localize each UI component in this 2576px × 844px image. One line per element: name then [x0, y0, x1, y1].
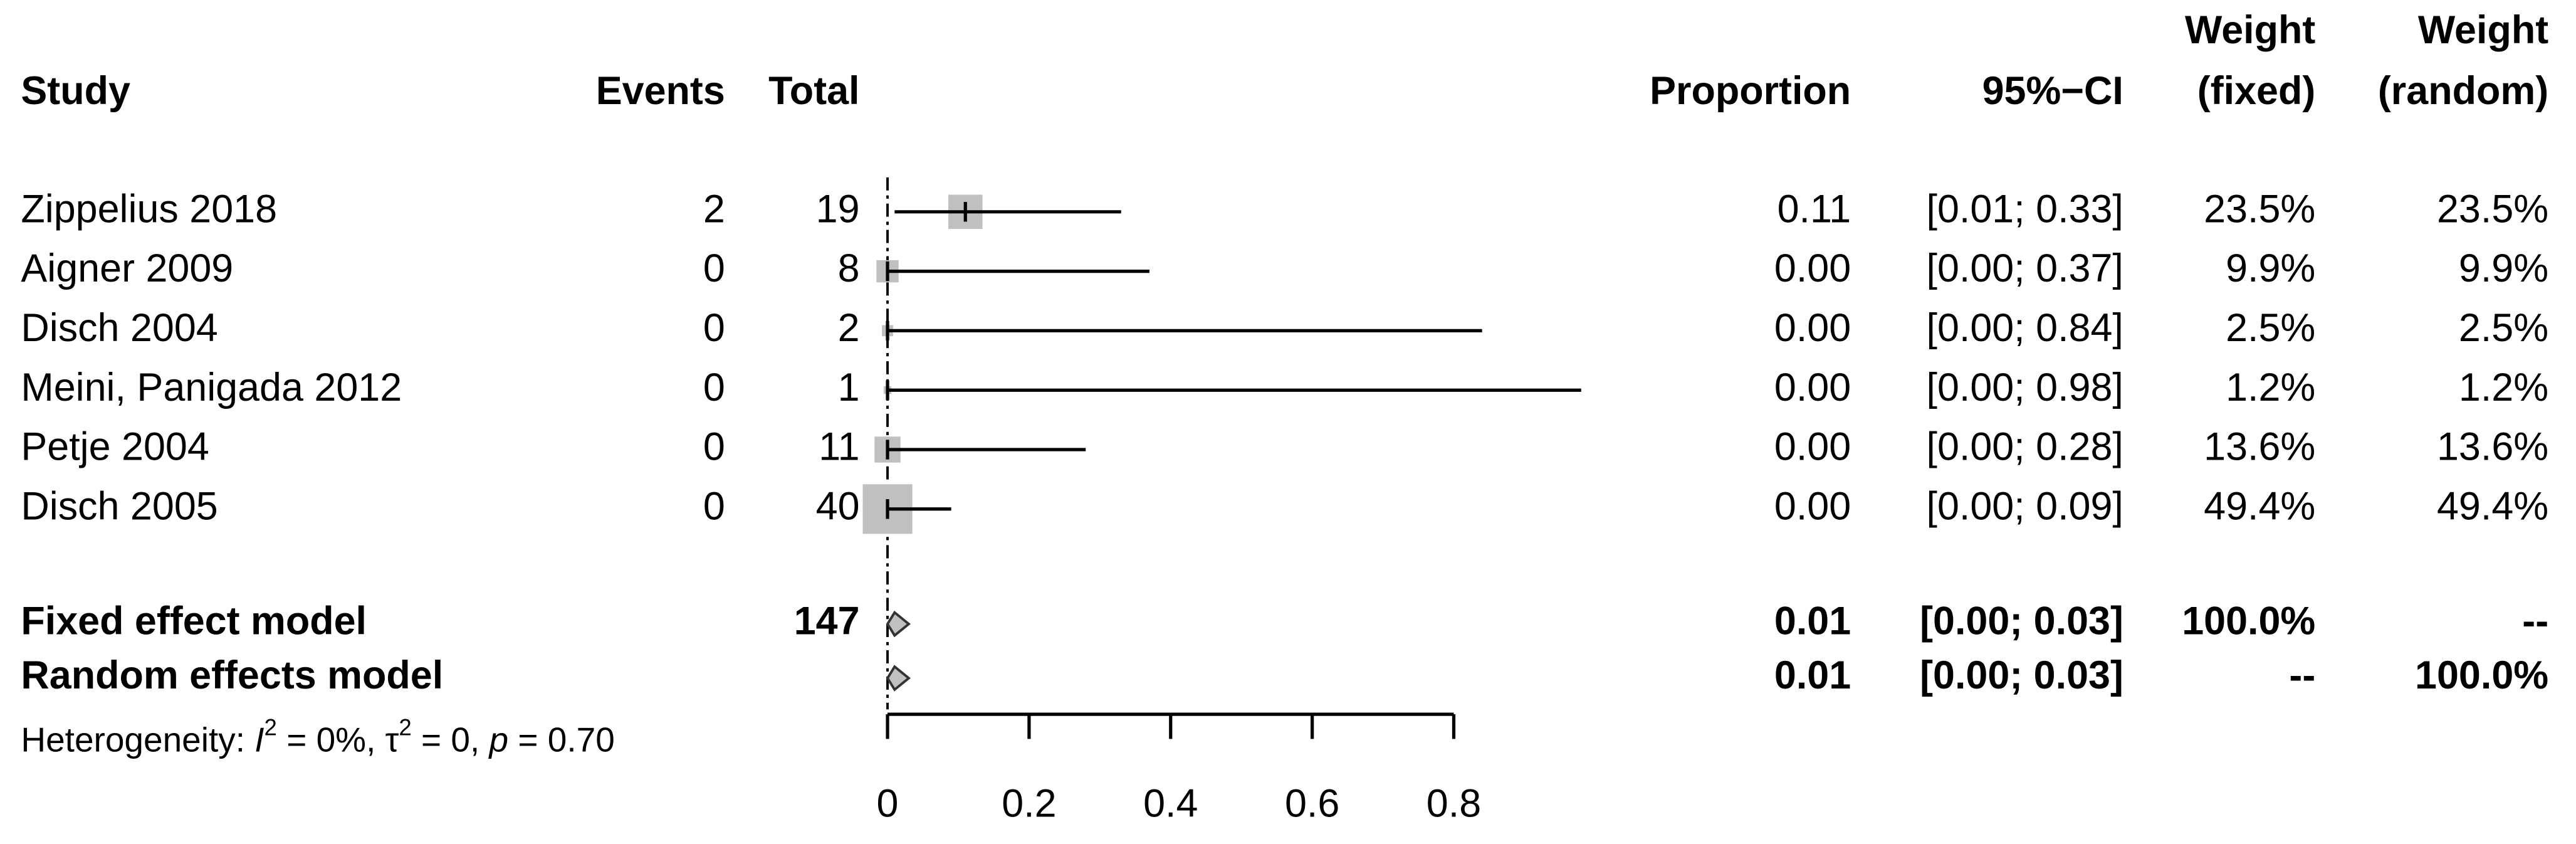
header-total: Total	[768, 69, 859, 113]
weight-random: 49.4%	[2437, 484, 2548, 528]
x-tick-label: 0.6	[1285, 781, 1339, 825]
total: 8	[838, 246, 860, 290]
proportion-label: 0.00	[1774, 425, 1851, 469]
events: 0	[703, 246, 725, 290]
heterogeneity: Heterogeneity: I2 = 0%, τ2 = 0, p = 0.70	[21, 715, 614, 759]
study-name: Disch 2005	[21, 484, 217, 528]
heterogeneity-part: = 0,	[412, 720, 490, 759]
weight-random: 23.5%	[2437, 187, 2548, 231]
total: 19	[816, 187, 860, 231]
heterogeneity-part: p	[488, 720, 509, 759]
weight-random: 1.2%	[2459, 366, 2548, 409]
model-proportion: 0.01	[1774, 599, 1851, 643]
model-total: 147	[794, 599, 860, 643]
header-weight-fixed: (fixed)	[2197, 69, 2316, 113]
total: 1	[838, 366, 860, 409]
heterogeneity-part: I	[254, 720, 264, 759]
events: 2	[703, 187, 725, 231]
heterogeneity-part: τ	[385, 720, 399, 759]
heterogeneity-part: = 0.70	[508, 720, 615, 759]
weight-fixed: 2.5%	[2226, 306, 2315, 350]
header-proportion: Proportion	[1650, 69, 1851, 113]
weight-fixed: 9.9%	[2226, 246, 2315, 290]
header-ci: 95%−CI	[1982, 69, 2123, 113]
study-name: Petje 2004	[21, 425, 209, 469]
total: 2	[838, 306, 860, 350]
proportion-label: 0.00	[1774, 246, 1851, 290]
model-weight-random: 100.0%	[2415, 653, 2548, 697]
weight-fixed: 49.4%	[2204, 484, 2315, 528]
events: 0	[703, 425, 725, 469]
model-name: Random effects model	[21, 653, 443, 697]
model-weight-fixed: --	[2289, 653, 2315, 697]
ci-label: [0.00; 0.37]	[1927, 246, 2123, 290]
header-study: Study	[21, 69, 130, 113]
study-name: Zippelius 2018	[21, 187, 277, 231]
model-name: Fixed effect model	[21, 599, 367, 643]
x-tick-label: 0.2	[1002, 781, 1056, 825]
weight-fixed: 13.6%	[2204, 425, 2315, 469]
events: 0	[703, 306, 725, 350]
heterogeneity-part: 2	[264, 715, 277, 741]
proportion-label: 0.00	[1774, 484, 1851, 528]
proportion-label: 0.00	[1774, 306, 1851, 350]
model-ci: [0.00; 0.03]	[1920, 653, 2123, 697]
study-name: Aigner 2009	[21, 246, 233, 290]
weight-random: 9.9%	[2459, 246, 2548, 290]
header-weight-random: Weight	[2418, 8, 2548, 52]
x-tick-label: 0.8	[1427, 781, 1481, 825]
header-events: Events	[596, 69, 725, 113]
weight-fixed: 23.5%	[2204, 187, 2315, 231]
header-weight-random: (random)	[2378, 69, 2548, 113]
proportion-label: 0.11	[1778, 187, 1851, 231]
weight-fixed: 1.2%	[2226, 366, 2315, 409]
model-weight-random: --	[2522, 599, 2548, 643]
model-ci: [0.00; 0.03]	[1920, 599, 2123, 643]
total: 40	[816, 484, 860, 528]
events: 0	[703, 484, 725, 528]
summary-diamond	[886, 665, 911, 692]
model-weight-fixed: 100.0%	[2182, 599, 2315, 643]
ci-label: [0.00; 0.09]	[1927, 484, 2123, 528]
study-name: Meini, Panigada 2012	[21, 366, 402, 409]
proportion-label: 0.00	[1774, 366, 1851, 409]
heterogeneity-part: = 0%,	[277, 720, 385, 759]
x-tick-label: 0	[877, 781, 899, 825]
ci-label: [0.01; 0.33]	[1927, 187, 2123, 231]
ci-label: [0.00; 0.84]	[1927, 306, 2123, 350]
events: 0	[703, 366, 725, 409]
total: 11	[819, 425, 859, 469]
ci-label: [0.00; 0.28]	[1927, 425, 2123, 469]
heterogeneity-part: Heterogeneity:	[21, 720, 254, 759]
study-name: Disch 2004	[21, 306, 217, 350]
summary-diamond	[886, 610, 911, 638]
heterogeneity-part: 2	[399, 715, 411, 741]
ci-label: [0.00; 0.98]	[1927, 366, 2123, 409]
weight-random: 2.5%	[2459, 306, 2548, 350]
weight-random: 13.6%	[2437, 425, 2548, 469]
model-proportion: 0.01	[1774, 653, 1851, 697]
x-tick-label: 0.4	[1143, 781, 1198, 825]
header-weight-fixed: Weight	[2185, 8, 2315, 52]
